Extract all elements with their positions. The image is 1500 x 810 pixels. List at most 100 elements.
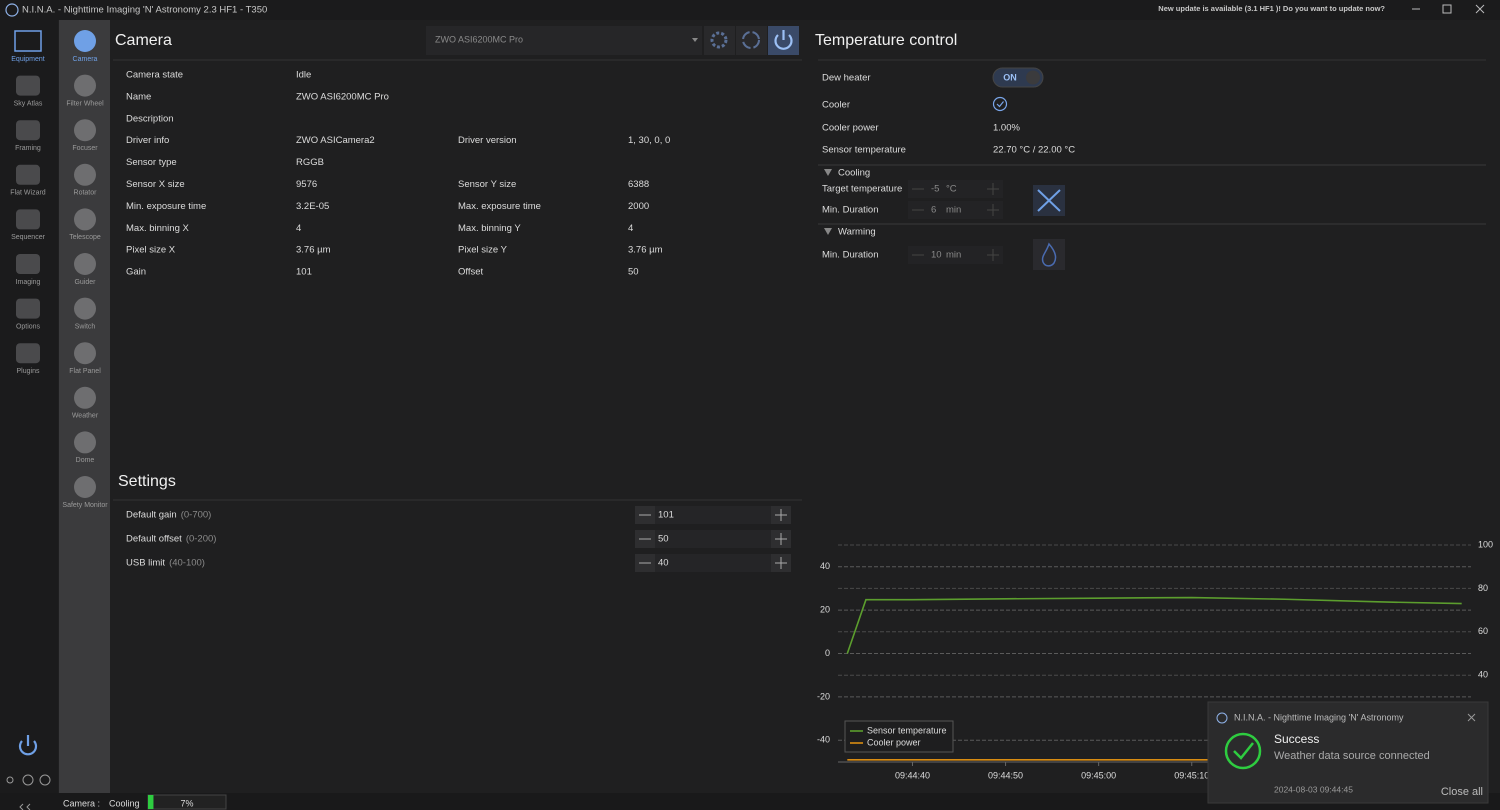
toast-close[interactable] [1467,713,1476,722]
info-value: 4 [296,223,301,234]
nav-item[interactable]: Equipment [11,56,45,63]
info-value: 2000 [628,201,649,212]
info-label: Name [126,91,151,102]
toast-app-icon [1216,712,1228,724]
nav-item[interactable]: Imaging [16,279,41,286]
equipment-tab[interactable]: Focuser [72,145,98,152]
info-label: Camera state [126,70,183,81]
nav-icon [16,75,40,96]
plus-icon [775,509,787,521]
nav-icon [16,209,40,230]
eye-icon[interactable] [6,776,14,784]
info-label: Driver version [458,135,517,146]
device-name: ZWO ASI6200MC Pro [435,34,523,44]
equipment-tab[interactable]: Safety Monitor [62,502,108,509]
setting-label: Default gain [126,510,177,521]
info-label: Max. exposure time [458,201,541,212]
tab-icon [74,208,96,231]
y-tick-label: 40 [820,561,830,571]
nav-item[interactable]: Plugins [17,368,40,375]
legend-label: Sensor temperature [867,725,947,735]
power-icon [774,30,793,50]
tab-icon [74,253,96,275]
nav-item[interactable]: Flat Wizard [10,190,46,197]
label: Cooler power [822,123,879,134]
device-dropdown[interactable] [426,26,702,55]
setting-label: USB limit [126,558,165,569]
equipment-tab[interactable]: Guider [74,279,96,286]
settings-button[interactable] [704,26,735,55]
expander-arrow[interactable] [824,169,832,176]
close-button[interactable] [1475,4,1485,14]
info-value: ZWO ASI6200MC Pro [296,91,389,102]
nav-icon [14,30,42,52]
toggle-state: ON [1003,72,1017,82]
maximize-button[interactable] [1442,4,1452,14]
equipment-tab[interactable]: Camera [73,56,98,63]
stepper[interactable] [908,246,1003,264]
update-notice[interactable]: New update is available (3.1 HF1 )! Do y… [1158,4,1385,13]
x-tick-label: 09:44:50 [988,770,1023,780]
value: 1.00% [993,123,1020,134]
equipment-tab[interactable]: Rotator [74,190,98,197]
sidebar [0,20,58,793]
tab-icon [74,386,96,409]
tab-icon [74,297,96,320]
input-field[interactable] [655,554,771,572]
expander-arrow[interactable] [824,228,832,235]
info-label: Description [126,113,174,124]
y-tick-label: 0 [825,648,830,658]
success-check [1233,742,1254,760]
equipment-tab[interactable]: Switch [75,323,96,330]
equipment-tab[interactable]: Dome [76,457,95,464]
info-value: 50 [628,267,639,278]
equipment-tab[interactable]: Filter Wheel [66,100,104,107]
panel-title: Settings [118,473,176,490]
plus-icon [775,557,787,569]
label: Target temperature [822,184,902,195]
value: 22.70 °C / 22.00 °C [993,145,1075,156]
stepper-unit: °C [946,184,957,195]
stepper-value: 10 [931,250,942,261]
setting-value: 40 [658,558,669,569]
tab-icon [74,431,96,454]
info-label: Pixel size Y [458,245,508,256]
x-tick-label: 09:44:40 [895,770,930,780]
nav-item[interactable]: Sky Atlas [14,100,43,107]
status-text: Cooling [109,798,140,808]
nav-icon [16,343,40,364]
tab-icon [74,30,96,52]
info-value: 101 [296,267,312,278]
label: Min. Duration [822,250,879,261]
stepper[interactable] [908,180,1003,198]
equipment-tab[interactable]: Flat Panel [69,368,101,375]
nav-icon [16,164,40,185]
help-icon[interactable] [22,774,34,786]
info-label: Offset [458,267,484,278]
status-bar [0,793,1500,810]
y2-tick-label: 60 [1478,626,1488,636]
nav-item[interactable]: Framing [15,145,41,152]
nav-item[interactable]: Sequencer [11,234,46,241]
nav-icon [16,120,40,141]
x-tick-label: 09:45:10 [1174,770,1209,780]
cooler-check[interactable] [992,96,1008,112]
stepper-value: 6 [931,205,936,216]
disconnect-all-button[interactable] [18,735,38,756]
collapse-button[interactable] [19,803,31,810]
y2-tick-label: 80 [1478,583,1488,593]
input-field[interactable] [655,530,771,548]
equipment-tab[interactable]: Telescope [69,234,101,241]
info-label: Sensor X size [126,179,185,190]
stepper[interactable] [908,201,1003,219]
info-label: Max. binning X [126,223,190,234]
refresh-button[interactable] [736,26,767,55]
plus-icon [987,249,999,261]
close-all-button[interactable]: Close all [1441,786,1483,798]
about-icon[interactable] [39,774,51,786]
equipment-tab[interactable]: Weather [72,413,99,420]
nav-item[interactable]: Options [16,323,41,330]
info-value: 6388 [628,179,649,190]
input-field[interactable] [655,506,771,524]
